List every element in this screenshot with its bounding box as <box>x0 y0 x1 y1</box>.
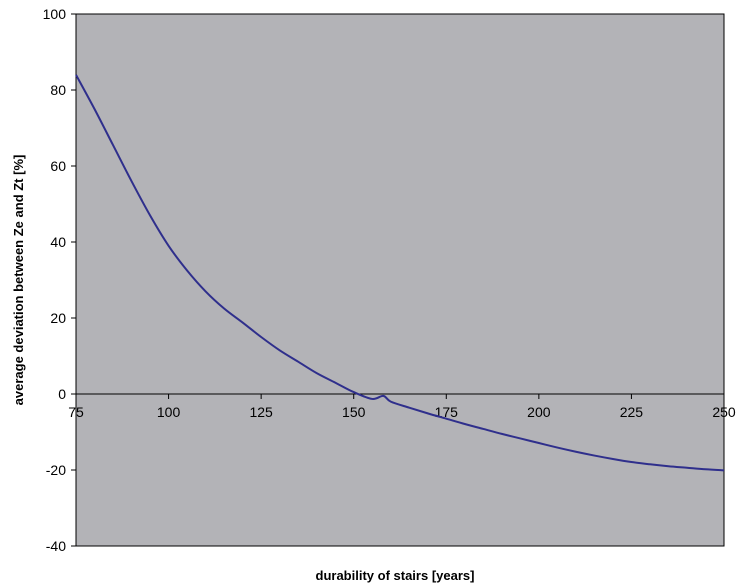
x-tick-label: 75 <box>68 404 84 420</box>
y-tick-label: -20 <box>46 462 66 478</box>
y-axis-title: average deviation between Ze and Zt [%] <box>11 155 26 406</box>
y-tick-label: 60 <box>50 158 66 174</box>
x-tick-label: 225 <box>620 404 644 420</box>
plot-area <box>75 13 725 547</box>
x-tick-label: 150 <box>342 404 366 420</box>
series-line <box>75 74 725 472</box>
y-tick-label: -40 <box>46 538 66 554</box>
x-axis-ticks: 75 100 125 150 175 200 225 250 <box>68 394 736 420</box>
y-tick-label: 20 <box>50 310 66 326</box>
x-tick-label: 100 <box>157 404 181 420</box>
y-tick-label: 100 <box>43 6 67 22</box>
y-tick-label: 80 <box>50 82 66 98</box>
x-tick-label: 175 <box>435 404 459 420</box>
x-tick-label: 125 <box>249 404 273 420</box>
x-tick-label: 250 <box>712 404 736 420</box>
x-axis-title: durability of stairs [years] <box>316 568 475 583</box>
y-tick-label: 40 <box>50 234 66 250</box>
x-tick-label: 200 <box>527 404 551 420</box>
y-tick-label: 0 <box>58 386 66 402</box>
y-axis-ticks: -40 -20 0 20 40 60 80 100 <box>43 6 76 554</box>
